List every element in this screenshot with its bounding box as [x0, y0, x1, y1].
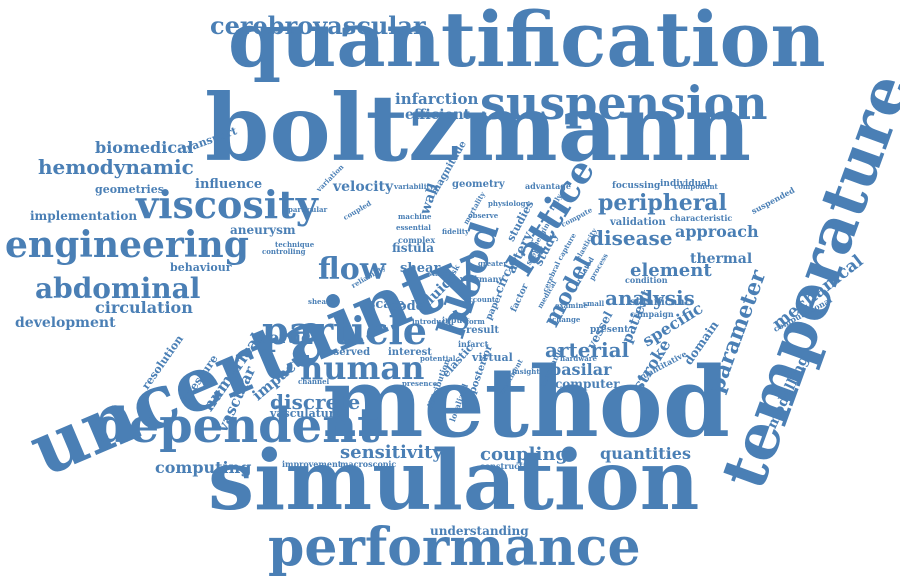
cloud-word-account: account [464, 295, 496, 304]
cloud-word-flow: flow [318, 252, 386, 287]
cloud-word-essential: essential [396, 223, 431, 232]
cloud-word-dependent: dependent [95, 398, 380, 454]
cloud-word-work: work [460, 274, 480, 283]
cloud-word-simulation: simulation [208, 433, 700, 529]
cloud-word-individual: individual [660, 179, 711, 189]
cloud-word-many: many [479, 274, 504, 284]
cloud-word-infarction: infarction [395, 90, 479, 108]
cloud-word-coupled: coupled [341, 198, 373, 222]
cloud-word-fidelity: fidelity [442, 227, 470, 236]
cloud-word-sheared: sheared [308, 297, 340, 306]
cloud-word-variability: variability [394, 182, 434, 191]
cloud-word-complex: complex [398, 235, 436, 245]
cloud-word-suspended: suspended [749, 184, 797, 216]
cloud-word-greater: greater [478, 259, 507, 268]
cloud-word-technique: technique [275, 240, 315, 249]
cloud-word-fistula: fistula [392, 241, 435, 255]
cloud-word-abdominal: abdominal [35, 272, 201, 305]
cloud-word-potential: potential [420, 354, 456, 363]
cloud-word-campaign: campaign [630, 309, 674, 319]
cloud-word-understanding: understanding [430, 524, 529, 538]
cloud-word-construction: construction [480, 461, 538, 471]
cloud-word-arterial: arterial [545, 338, 630, 362]
cloud-word-present: present [590, 325, 629, 335]
cloud-word-influence: influence [195, 177, 263, 192]
cloud-word-change: change [552, 315, 581, 324]
cloud-word-disease: disease [590, 226, 673, 250]
cloud-word-viscosity: viscosity [136, 182, 318, 227]
cloud-word-insight: insight [512, 367, 540, 376]
cloud-word-boltzmann: boltzmann [205, 74, 752, 182]
cloud-word-advantage: advantage [525, 181, 571, 191]
cloud-word-implementation: implementation [30, 209, 138, 223]
cloud-word-characteristic: characteristic [670, 213, 733, 223]
cloud-word-code: code [390, 299, 424, 314]
cloud-word-form: form [466, 317, 485, 326]
cloud-word-validation: validation [610, 217, 666, 228]
cloud-word-velocity: velocity [333, 179, 394, 195]
cloud-word-significant: significant [630, 297, 690, 308]
cloud-word-approach: approach [675, 222, 759, 241]
cloud-word-aortic: aortic [258, 328, 311, 347]
cloud-word-input: input [442, 315, 466, 325]
cloud-word-quantities: quantities [600, 444, 691, 463]
cloud-word-component: component [674, 182, 718, 191]
cloud-word-particular: particular [288, 205, 328, 214]
cloud-word-observe: observe [468, 211, 499, 220]
cloud-word-hemodynamic: hemodynamic [38, 155, 194, 179]
cloud-word-sensitivity: sensitivity [340, 442, 443, 463]
cloud-word-discrete: discrete [270, 390, 361, 414]
cloud-word-quantification: quantification [228, 0, 826, 84]
cloud-word-interest: interest [388, 347, 432, 358]
cloud-word-state: state [428, 269, 448, 278]
cloud-word-geometries: geometries [95, 183, 164, 196]
cloud-word-analysis: analysis [605, 286, 695, 310]
cloud-word-computer: computer [555, 377, 620, 391]
cloud-word-vasculature: vasculature [270, 407, 342, 420]
cloud-word-shear: shear [400, 261, 441, 276]
cloud-word-element: element [630, 260, 712, 281]
cloud-word-channel: channel [298, 377, 330, 386]
cloud-word-improvement: improvement [282, 459, 342, 469]
cloud-word-performance: performance [268, 517, 641, 578]
cloud-word-cerebrovascular: cerebrovascular [210, 11, 426, 40]
cloud-word-infarct: infarct [458, 339, 489, 349]
cloud-word-geometry: geometry [452, 179, 505, 190]
cloud-word-engineering: engineering [5, 224, 249, 266]
cloud-word-biomedical: biomedical [95, 138, 194, 157]
cloud-word-method: method [322, 346, 730, 459]
cloud-word-behaviour: behaviour [170, 261, 232, 274]
cloud-word-scale: scale [368, 297, 405, 312]
cloud-word-basilar: basilar [550, 360, 612, 379]
cloud-word-introduce: introduce [412, 317, 451, 326]
cloud-word-human: human [300, 349, 425, 387]
cloud-word-hardware: hardware [560, 354, 597, 363]
cloud-word-controlling: controlling [262, 247, 306, 256]
cloud-word-observed: observed [320, 347, 371, 358]
cloud-word-examine: examine [555, 301, 588, 310]
cloud-word-efficient: efficient [405, 107, 471, 123]
cloud-word-particle: particle [262, 308, 427, 353]
cloud-word-computing: computing [155, 458, 252, 477]
cloud-word-condition: condition [625, 275, 668, 285]
cloud-word-thermal: thermal [690, 251, 753, 267]
cloud-word-coupling: coupling [480, 444, 568, 465]
cloud-word-small: small [583, 299, 605, 308]
cloud-word-virtual: virtual [472, 351, 513, 364]
cloud-word-peripheral: peripheral [598, 190, 727, 216]
cloud-word-suspension: suspension [480, 76, 768, 130]
cloud-word-presence: presence [402, 379, 438, 388]
cloud-word-factor: factor [509, 282, 531, 314]
cloud-word-development: development [15, 315, 116, 331]
cloud-word-aneurysm: aneurysm [230, 223, 296, 237]
cloud-word-macroscopic: macroscopic [340, 459, 397, 469]
cloud-word-physiology: physiology [488, 199, 530, 208]
cloud-word-machine: machine [398, 212, 432, 221]
cloud-word-circulation: circulation [95, 298, 193, 317]
cloud-word-result: result [466, 325, 499, 336]
cloud-word-focussing: focussing [612, 181, 661, 191]
